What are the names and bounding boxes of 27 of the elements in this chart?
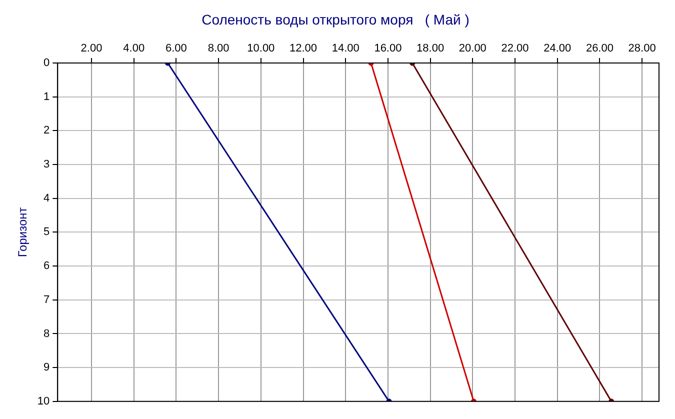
y-axis-title: Горизонт [16, 206, 30, 258]
x-tick-label: 26.00 [586, 42, 614, 54]
x-tick-label: 14.00 [332, 42, 360, 54]
y-tick-label: 10 [37, 395, 50, 408]
y-tick-label: 3 [44, 158, 50, 171]
y-tick-label: 5 [44, 226, 50, 238]
x-tick-label: 18.00 [416, 42, 444, 54]
x-tick-label: 22.00 [501, 42, 529, 54]
x-tick-label: 2.00 [80, 42, 102, 54]
x-tick-label: 10.00 [247, 42, 275, 54]
y-tick-label: 4 [44, 192, 50, 204]
x-tick-label: 24.00 [544, 42, 572, 54]
chart-title: Соленость воды открытого моря ( Май ) [202, 11, 470, 28]
x-tick-label: 20.00 [458, 42, 486, 54]
y-tick-label: 2 [44, 124, 50, 137]
x-tick-label: 12.00 [290, 42, 318, 54]
x-tick-label: 28.00 [628, 42, 656, 54]
x-tick-label: 4.00 [123, 42, 145, 54]
x-tick-label: 16.00 [374, 42, 402, 54]
y-tick-label: 8 [44, 328, 50, 340]
x-tick-label: 6.00 [166, 42, 187, 54]
x-tick-label: 8.00 [208, 42, 230, 54]
y-tick-label: 6 [44, 260, 50, 272]
y-tick-label: 9 [44, 362, 50, 374]
y-tick-label: 7 [44, 294, 50, 306]
y-tick-label: 0 [44, 57, 50, 70]
y-tick-label: 1 [44, 90, 50, 103]
